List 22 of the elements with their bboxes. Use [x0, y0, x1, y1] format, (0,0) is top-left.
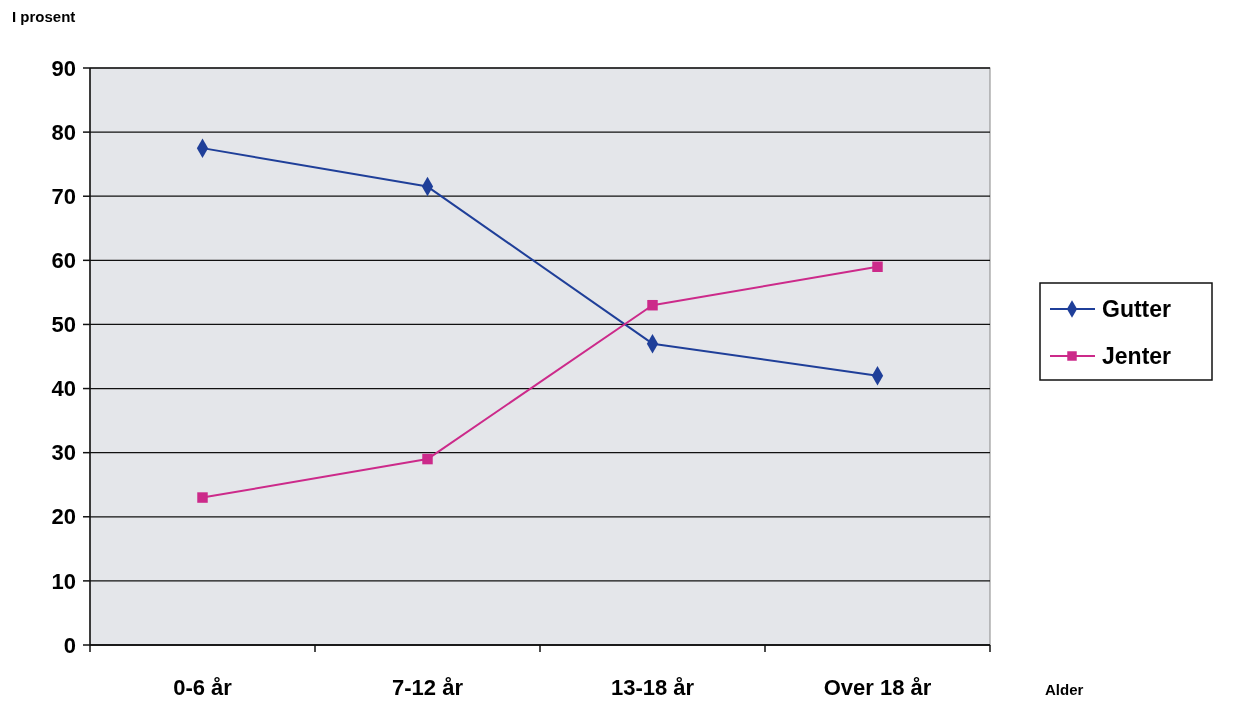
y-tick-label: 20 [51, 504, 76, 530]
y-tick-label: 50 [51, 312, 76, 338]
y-axis-title: I prosent [12, 8, 76, 25]
y-tick-label: 60 [51, 248, 76, 274]
y-tick-label: 70 [51, 183, 76, 209]
y-tick-label: 90 [51, 55, 76, 81]
x-tick-label: Over 18 år [823, 675, 932, 700]
legend-label: Gutter [1102, 296, 1172, 323]
y-tick-label: 10 [51, 568, 76, 594]
point [197, 492, 208, 503]
legend-label: Jenter [1102, 343, 1172, 370]
y-tick-label: 0 [63, 632, 76, 658]
y-tick-label: 40 [51, 376, 76, 402]
point [872, 261, 883, 272]
x-axis-title: Alder [1045, 681, 1084, 698]
point [647, 299, 658, 311]
x-tick-label: 13-18 år [610, 675, 695, 700]
point [422, 453, 433, 465]
x-tick-label: 0-6 år [173, 675, 233, 700]
x-tick-label: 7-12 år [392, 675, 464, 700]
y-tick-label: 30 [51, 440, 76, 466]
y-tick-label: 80 [51, 119, 76, 145]
